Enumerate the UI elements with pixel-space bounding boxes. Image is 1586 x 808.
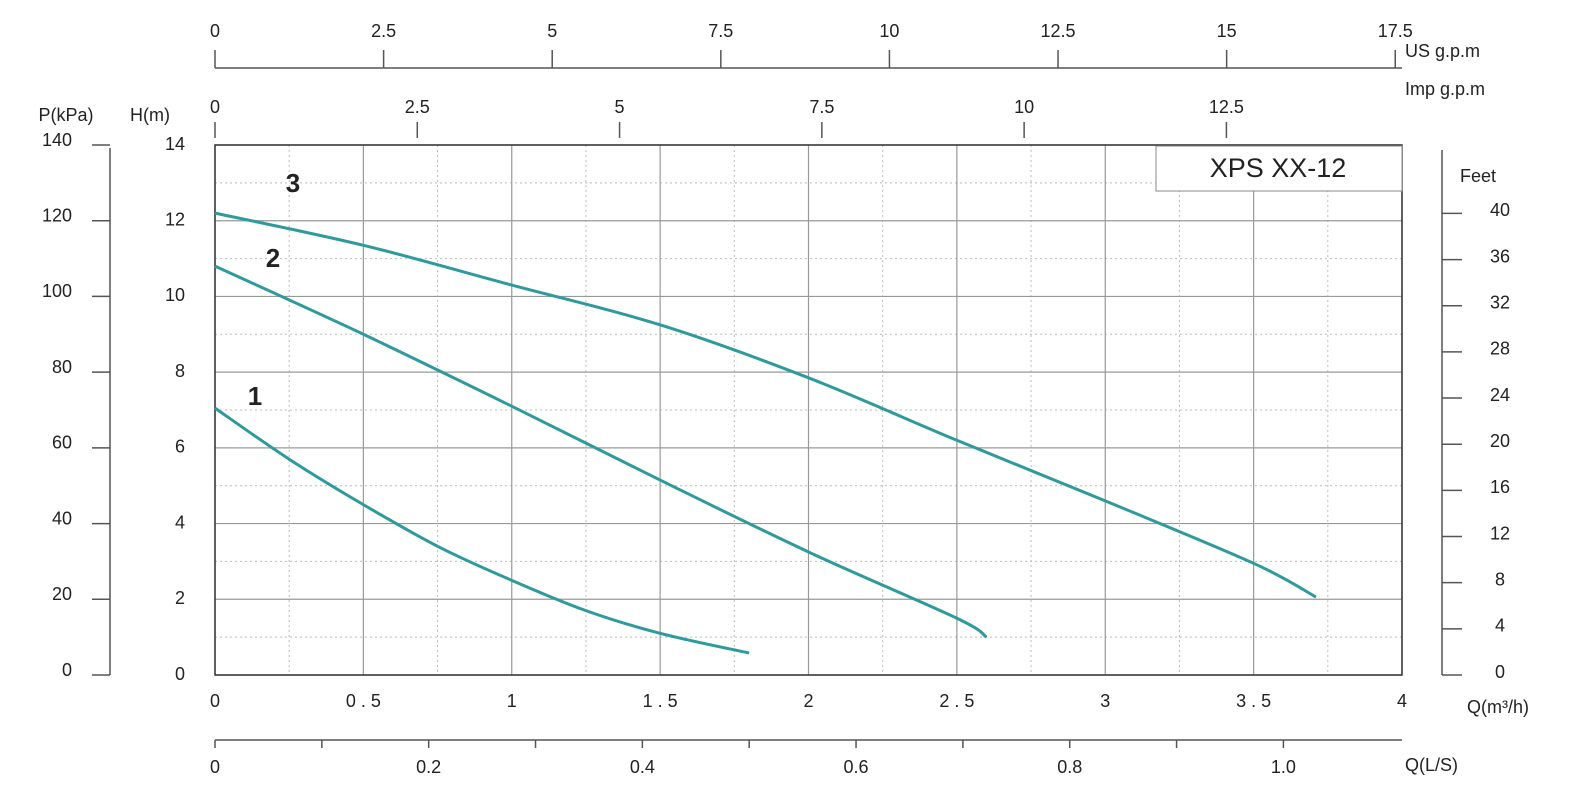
- x-tick-label: 17.5: [1378, 21, 1413, 41]
- y-tick-label: 6: [175, 437, 185, 457]
- y-tick-label: 20: [1490, 431, 1510, 451]
- x-tick-label: 1: [507, 691, 517, 711]
- y-tick-label: 14: [165, 134, 185, 154]
- x-tick-label: 0.4: [630, 757, 655, 777]
- curve-label: 3: [286, 168, 300, 198]
- curve-label: 2: [266, 243, 280, 273]
- y-tick-label: 60: [52, 433, 72, 453]
- y-tick-label: 40: [1490, 200, 1510, 220]
- y-tick-label: 0: [175, 664, 185, 684]
- x-tick-label: 7.5: [809, 97, 834, 117]
- y-tick-label: 4: [175, 512, 185, 532]
- y-tick-label: 8: [1495, 569, 1505, 589]
- y-axis-label: H(m): [130, 105, 170, 125]
- axis-label: Feet: [1460, 166, 1496, 186]
- y-tick-label: 120: [42, 205, 72, 225]
- x-tick-label: 4: [1397, 691, 1407, 711]
- x-tick-label: 1.0: [1271, 757, 1296, 777]
- y-tick-label: 10: [165, 285, 185, 305]
- y-tick-label: 20: [52, 584, 72, 604]
- pump-curve: [214, 211, 1317, 599]
- pump-curve: [214, 264, 988, 639]
- axis-label: US g.p.m: [1405, 41, 1480, 61]
- y-tick-label: 140: [42, 130, 72, 150]
- x-tick-label: 0: [210, 757, 220, 777]
- y-tick-label: 40: [52, 508, 72, 528]
- y-tick-label: 4: [1495, 616, 1505, 636]
- y-tick-label: 36: [1490, 246, 1510, 266]
- axis-label: Q(L/S): [1405, 755, 1458, 775]
- x-tick-label: 0.8: [1057, 757, 1082, 777]
- x-axis-label: Q(m³/h): [1467, 697, 1529, 717]
- x-tick-label: 10: [1014, 97, 1034, 117]
- chart-title: XPS XX-12: [1210, 153, 1347, 183]
- y-tick-label: 12: [1490, 523, 1510, 543]
- plot-frame: [214, 144, 1403, 676]
- x-tick-label: 0: [210, 97, 220, 117]
- y-tick-label: 0: [62, 660, 72, 680]
- y-tick-label: 28: [1490, 339, 1510, 359]
- x-tick-label: 12.5: [1041, 21, 1076, 41]
- x-tick-label: 0 . 5: [346, 691, 381, 711]
- axis-label: Imp g.p.m: [1405, 79, 1485, 99]
- title-box: [1155, 145, 1403, 192]
- x-tick-label: 3: [1100, 691, 1110, 711]
- y-tick-label: 16: [1490, 477, 1510, 497]
- y-tick-label: 8: [175, 361, 185, 381]
- x-tick-label: 7.5: [708, 21, 733, 41]
- axis-label: P(kPa): [38, 105, 93, 125]
- x-tick-label: 12.5: [1209, 97, 1244, 117]
- y-tick-label: 0: [1495, 662, 1505, 682]
- x-tick-label: 2 . 5: [939, 691, 974, 711]
- x-tick-label: 15: [1217, 21, 1237, 41]
- x-tick-label: 0.6: [844, 757, 869, 777]
- y-tick-label: 2: [175, 588, 185, 608]
- x-tick-label: 0: [210, 21, 220, 41]
- y-tick-label: 80: [52, 357, 72, 377]
- y-tick-label: 100: [42, 281, 72, 301]
- y-tick-label: 12: [165, 209, 185, 229]
- x-tick-label: 2: [803, 691, 813, 711]
- x-tick-label: 1 . 5: [643, 691, 678, 711]
- pump-curve: [214, 406, 750, 655]
- x-tick-label: 3 . 5: [1236, 691, 1271, 711]
- x-tick-label: 5: [615, 97, 625, 117]
- x-tick-label: 2.5: [371, 21, 396, 41]
- x-tick-label: 0: [210, 691, 220, 711]
- y-tick-label: 32: [1490, 292, 1510, 312]
- x-tick-label: 5: [547, 21, 557, 41]
- x-tick-label: 10: [879, 21, 899, 41]
- x-tick-label: 2.5: [405, 97, 430, 117]
- y-tick-label: 24: [1490, 385, 1510, 405]
- x-tick-label: 0.2: [416, 757, 441, 777]
- curve-label: 1: [248, 381, 262, 411]
